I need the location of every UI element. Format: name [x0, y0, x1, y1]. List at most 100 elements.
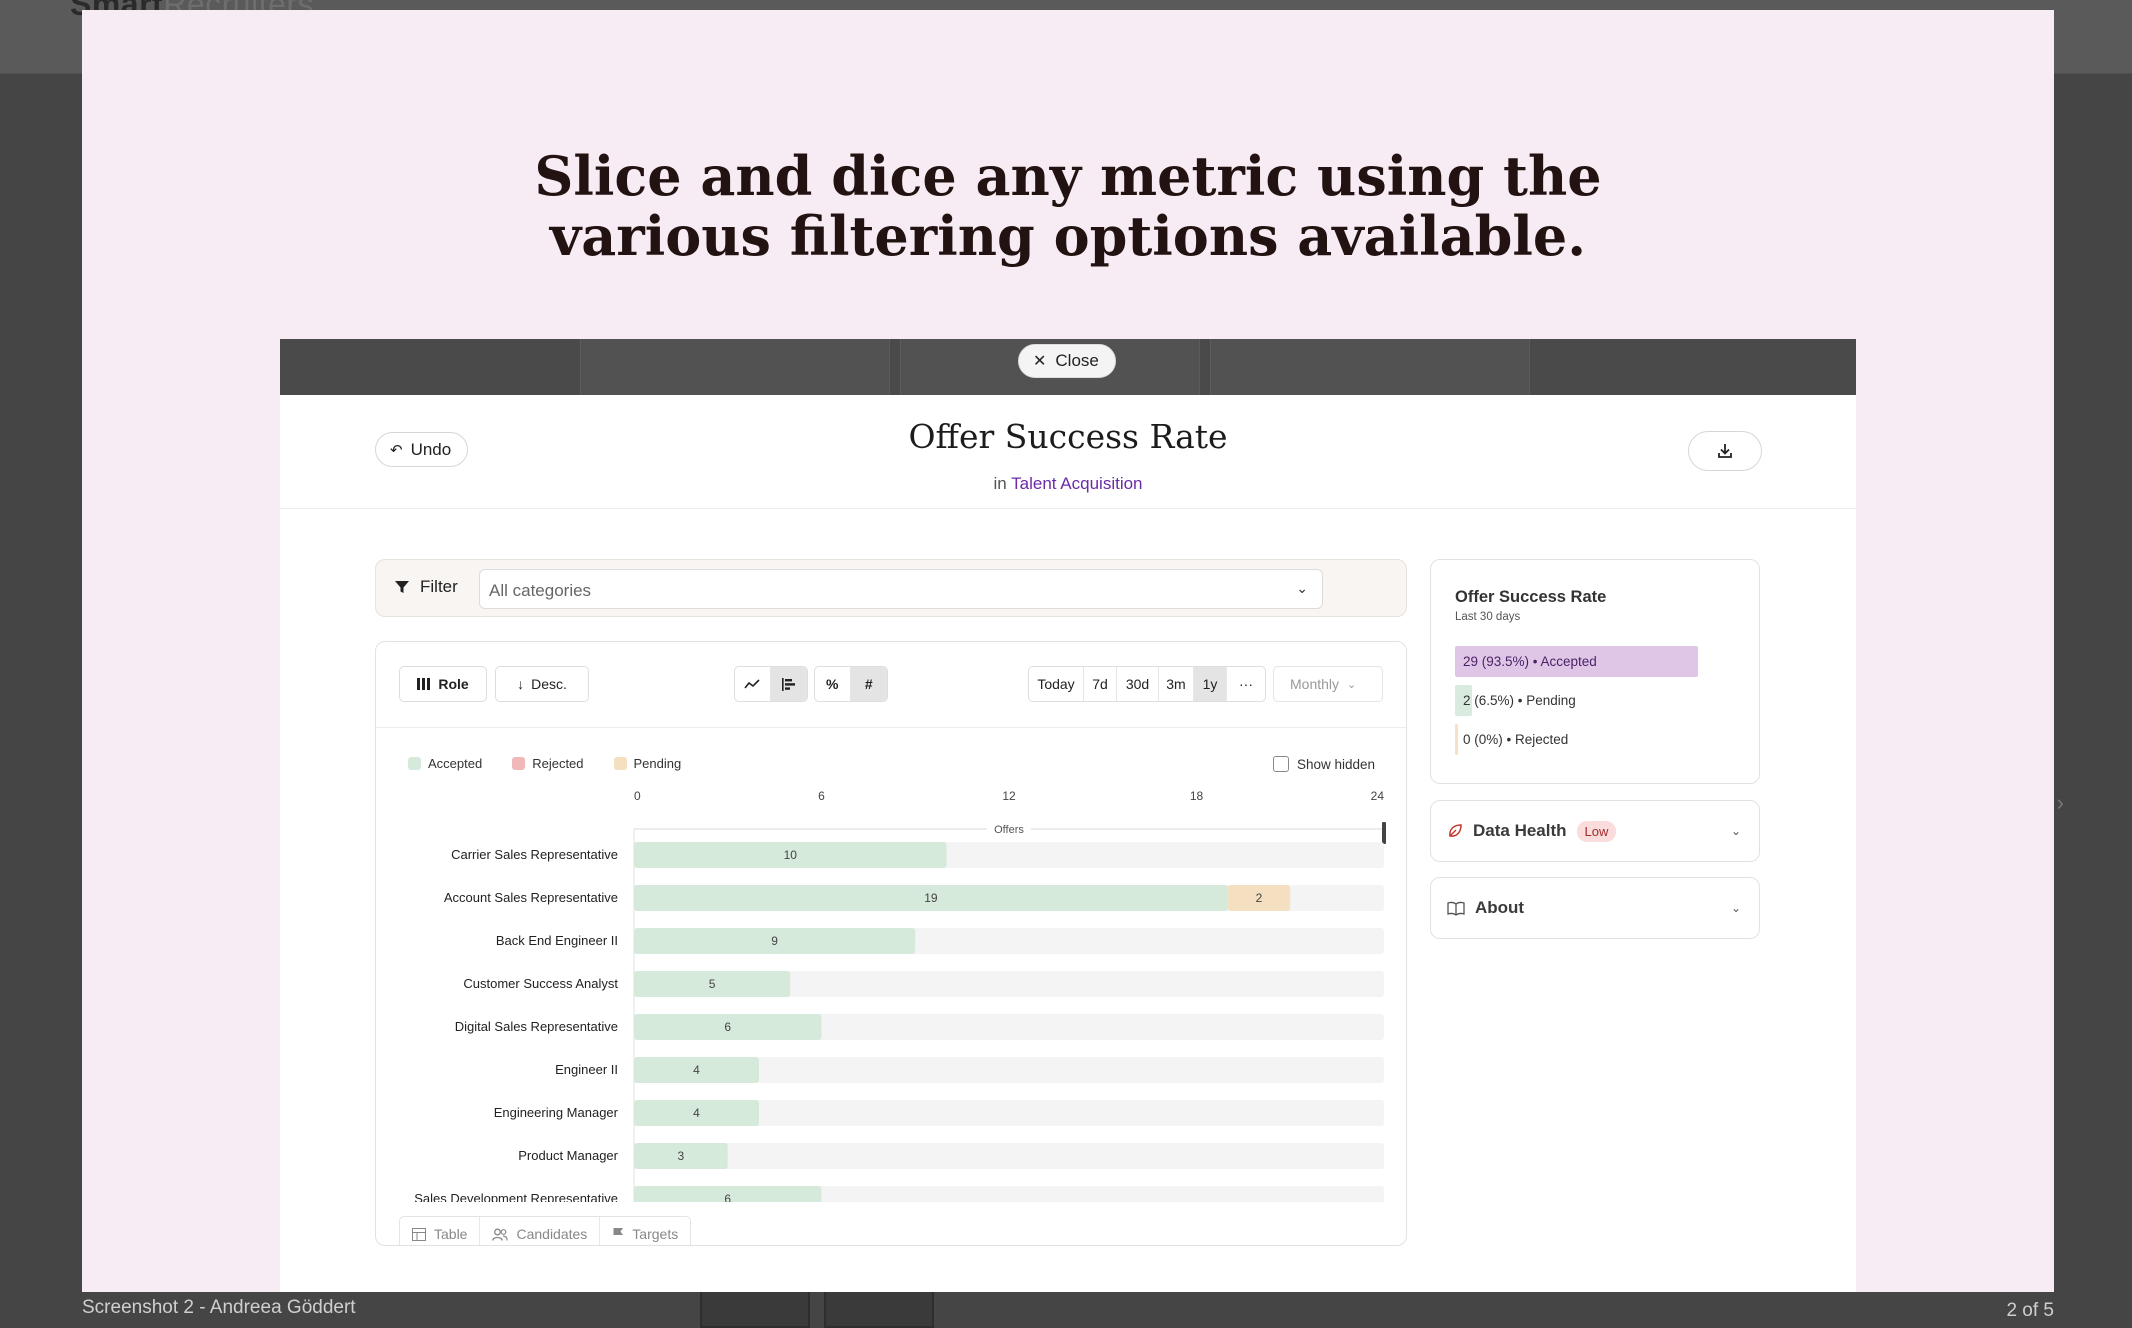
category-label: Account Sales Representative: [444, 890, 618, 905]
bar-value-label: 4: [693, 1063, 700, 1077]
legend-item-accepted[interactable]: Accepted: [408, 756, 482, 771]
bar-track: [634, 1186, 1384, 1202]
bar-value-label: 10: [784, 848, 798, 862]
range-7d[interactable]: 7d: [1084, 667, 1117, 701]
bar-accepted: [634, 1014, 822, 1040]
tab-candidates[interactable]: Candidates: [480, 1217, 601, 1245]
count-mode-button[interactable]: #: [850, 667, 887, 701]
bar-accepted: [634, 1186, 822, 1202]
show-hidden-checkbox[interactable]: [1273, 756, 1289, 772]
chart-toolbar: Role ↓ Desc. % #: [376, 642, 1406, 728]
close-button[interactable]: ✕ Close: [1018, 344, 1116, 378]
book-icon: [1447, 901, 1465, 916]
undo-label: Undo: [410, 439, 452, 459]
x-tick-label: 12: [1002, 789, 1016, 803]
undo-button[interactable]: ↶ Undo: [375, 432, 469, 467]
category-label: Sales Development Representative: [414, 1191, 618, 1202]
close-icon: ✕: [1033, 353, 1047, 370]
bar-value-label: 3: [678, 1149, 685, 1163]
bar-track: [634, 971, 1384, 997]
health-badge: Low: [1576, 820, 1617, 842]
bar-accepted: [634, 885, 1228, 911]
range-1y[interactable]: 1y: [1194, 667, 1227, 701]
funnel-icon: [395, 581, 409, 593]
more-ranges-button[interactable]: ···: [1227, 667, 1265, 701]
value-mode-toggle: % #: [814, 666, 888, 702]
thumbnail[interactable]: [824, 1290, 934, 1328]
x-tick-label: 6: [818, 789, 825, 803]
headline: Slice and dice any metric using the vari…: [534, 144, 1602, 268]
arrow-down-icon: ↓: [517, 676, 525, 692]
bar-value-label: 9: [771, 934, 778, 948]
category-link[interactable]: Talent Acquisition: [1011, 474, 1143, 493]
sort-button[interactable]: ↓ Desc.: [495, 666, 589, 702]
chart-legend: Accepted Rejected Pending: [408, 756, 681, 771]
chevron-down-icon: ⌄: [1347, 678, 1357, 691]
backdrop-thumbnails: [700, 1290, 950, 1328]
flag-icon: [613, 1228, 624, 1241]
x-tick-label: 24: [1371, 789, 1385, 803]
data-health-panel[interactable]: Data Health Low ⌄: [1430, 800, 1760, 862]
lightbox: Slice and dice any metric using the vari…: [82, 10, 2054, 1292]
percent-icon: %: [826, 676, 839, 692]
group-by-button[interactable]: Role: [399, 666, 487, 702]
legend-item-pending[interactable]: Pending: [613, 756, 681, 771]
about-panel[interactable]: About ⌄: [1430, 877, 1760, 939]
category-label: Engineer II: [555, 1062, 618, 1077]
range-3m[interactable]: 3m: [1159, 667, 1194, 701]
screenshot-counter: 2 of 5: [2006, 1300, 2054, 1321]
bar-accepted: [634, 1057, 759, 1083]
download-button[interactable]: [1688, 431, 1762, 471]
bar-chart-button[interactable]: [770, 667, 807, 701]
tab-targets[interactable]: Targets: [600, 1217, 690, 1245]
summary-row-rejected[interactable]: 0 (0%) • Rejected: [1455, 724, 1745, 755]
legend-item-rejected[interactable]: Rejected: [512, 756, 584, 771]
bar-accepted: [634, 1100, 759, 1126]
bar-value-label: 4: [693, 1106, 700, 1120]
table-icon: [412, 1227, 426, 1241]
line-chart-button[interactable]: [735, 667, 771, 701]
bar-track: [634, 1100, 1384, 1126]
bar-track: [634, 1057, 1384, 1083]
report-header: ↶ Undo Offer Success Rate in Talent Acqu…: [280, 395, 1856, 509]
percent-mode-button[interactable]: %: [815, 667, 851, 701]
category-label: Back End Engineer II: [496, 933, 618, 948]
range-today[interactable]: Today: [1029, 667, 1084, 701]
show-hidden-toggle[interactable]: Show hidden: [1273, 756, 1375, 772]
summary-row-accepted[interactable]: 29 (93.5%) • Accepted: [1455, 646, 1745, 677]
report-title: Offer Success Rate: [908, 417, 1228, 456]
category-label: Customer Success Analyst: [463, 976, 618, 991]
report-subtitle: in Talent Acquisition: [993, 474, 1143, 493]
bar-accepted: [634, 842, 947, 868]
category-select[interactable]: All categories ⌄: [479, 569, 1323, 609]
modal-top-strip: ✕ Close: [280, 339, 1856, 395]
chart-type-toggle: [734, 666, 808, 702]
category-label: Digital Sales Representative: [455, 1019, 618, 1034]
bar-value-label: 5: [709, 977, 716, 991]
range-30d[interactable]: 30d: [1117, 667, 1159, 701]
next-arrow-icon[interactable]: ›: [2056, 790, 2064, 815]
screenshot-caption: Screenshot 2 - Andreea Göddert: [82, 1297, 356, 1318]
category-label: Carrier Sales Representative: [451, 847, 618, 862]
bar-accepted: [634, 928, 916, 954]
close-label: Close: [1055, 351, 1099, 370]
horizontal-bar-icon: [781, 677, 795, 691]
chevron-down-icon: ⌄: [1296, 580, 1308, 596]
undo-icon: ↶: [390, 441, 403, 459]
filter-label[interactable]: Filter: [394, 577, 458, 597]
bar-value-label: 6: [724, 1020, 731, 1034]
bar-track: [634, 1143, 1384, 1169]
interval-select[interactable]: Monthly ⌄: [1273, 666, 1383, 702]
thumbnail[interactable]: [700, 1290, 810, 1328]
summary-row-pending[interactable]: 2 (6.5%) • Pending: [1455, 685, 1745, 716]
bar-value-label: 6: [724, 1192, 731, 1202]
x-tick-label: 18: [1190, 789, 1204, 803]
tab-table[interactable]: Table: [400, 1217, 481, 1245]
chevron-down-icon: ⌄: [1730, 824, 1741, 838]
chart-card: Role ↓ Desc. % #: [375, 641, 1407, 1246]
bar-accepted: [634, 1143, 728, 1169]
app-screenshot: ✕ Close ↶ Undo Offer Success Rate in Tal…: [280, 339, 1856, 1292]
summary-period: Last 30 days: [1455, 611, 1521, 623]
category-label: Engineering Manager: [494, 1105, 619, 1120]
